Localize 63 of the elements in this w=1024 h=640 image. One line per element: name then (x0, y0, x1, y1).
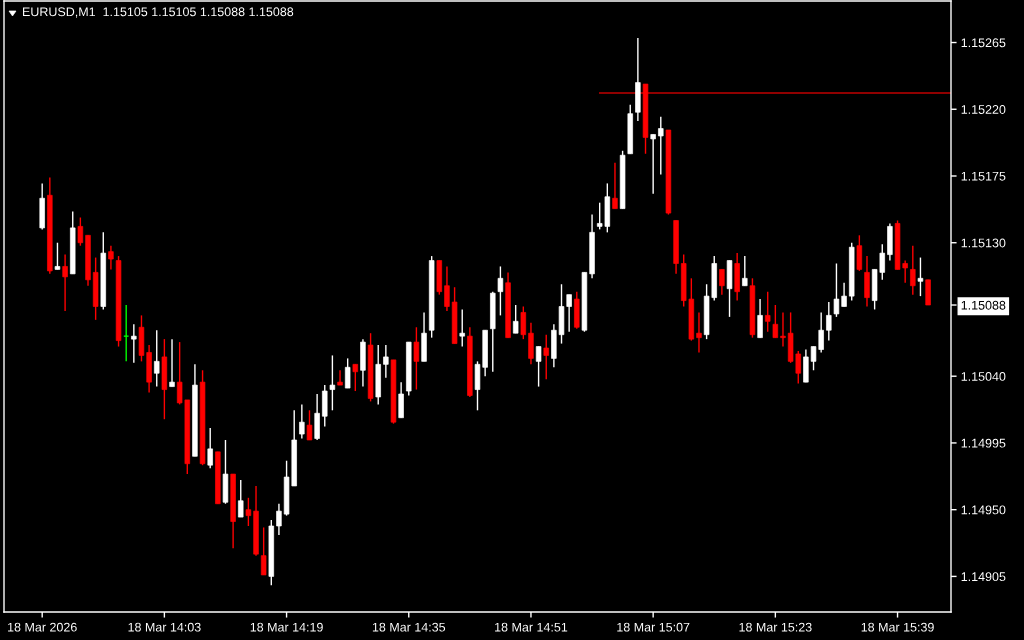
candlestick (352, 363, 359, 392)
candlestick (329, 354, 336, 412)
y-tick-label: 1.15175 (961, 171, 1006, 181)
y-tick-label: 1.14905 (961, 572, 1006, 582)
candlestick (780, 311, 786, 348)
candlestick (612, 161, 618, 210)
candlestick (444, 265, 450, 312)
candlestick (650, 133, 656, 195)
candlestick (719, 268, 725, 296)
x-tick-label: 18 Mar 15:07 (617, 622, 690, 632)
y-tick-label: 1.15040 (961, 372, 1006, 381)
candlestick (856, 234, 863, 272)
candlestick (535, 345, 542, 388)
x-tick-label: 18 Mar 14:19 (250, 622, 323, 632)
y-tick-label: 1.15088 (961, 300, 1006, 310)
candlestick (54, 242, 61, 271)
candlestick (154, 329, 160, 388)
candlestick (77, 216, 84, 247)
candlestick (344, 357, 351, 389)
candlestick (520, 305, 527, 340)
y-tick-label: 1.15130 (961, 238, 1006, 248)
candlestick (260, 526, 267, 576)
candlestick (757, 298, 763, 339)
candlestick (169, 338, 175, 388)
candlestick (207, 427, 213, 469)
x-tick-label: 18 Mar 14:35 (372, 622, 446, 632)
candlestick (658, 115, 664, 176)
y-tick-label: 1.15220 (961, 105, 1006, 114)
candlestick (764, 290, 771, 333)
candlestick (131, 323, 137, 364)
candlestick (826, 301, 832, 342)
candlestick (497, 265, 504, 317)
candlestick (696, 311, 702, 354)
x-tick-label: 18 Mar 14:03 (128, 622, 201, 632)
candlestick (276, 503, 282, 536)
x-tick-label: 18 Mar 15:39 (861, 622, 934, 632)
candlestick (306, 409, 313, 441)
y-tick-label: 1.14950 (961, 505, 1006, 515)
candlestick (512, 304, 519, 334)
candlestick (413, 326, 420, 391)
candlestick (772, 304, 779, 339)
candlestick (123, 304, 130, 363)
candlestick (841, 282, 847, 308)
candlestick (459, 308, 465, 348)
y-tick-label: 1.15265 (961, 38, 1006, 48)
candlestick (833, 262, 840, 318)
candlestick (245, 497, 252, 527)
chart-title: EURUSD,M1 1.15105 1.15105 1.15088 1.15088 (23, 7, 294, 18)
x-tick-label: 18 Mar 2026 (8, 622, 77, 632)
candlestick (238, 479, 244, 518)
candlestick (910, 245, 916, 296)
candlestick (299, 403, 305, 440)
candlestick (742, 255, 748, 287)
candlestick (398, 381, 404, 419)
candlestick (917, 256, 924, 297)
candlestick (62, 253, 68, 312)
candlestick (543, 333, 549, 380)
x-tick-label: 18 Mar 14:51 (495, 622, 568, 632)
candlestick (337, 369, 343, 386)
x-tick-label: 18 Mar 15:23 (739, 622, 812, 632)
candlestick (108, 245, 114, 271)
candlestick (383, 344, 389, 379)
y-tick-label: 1.14995 (961, 438, 1006, 448)
